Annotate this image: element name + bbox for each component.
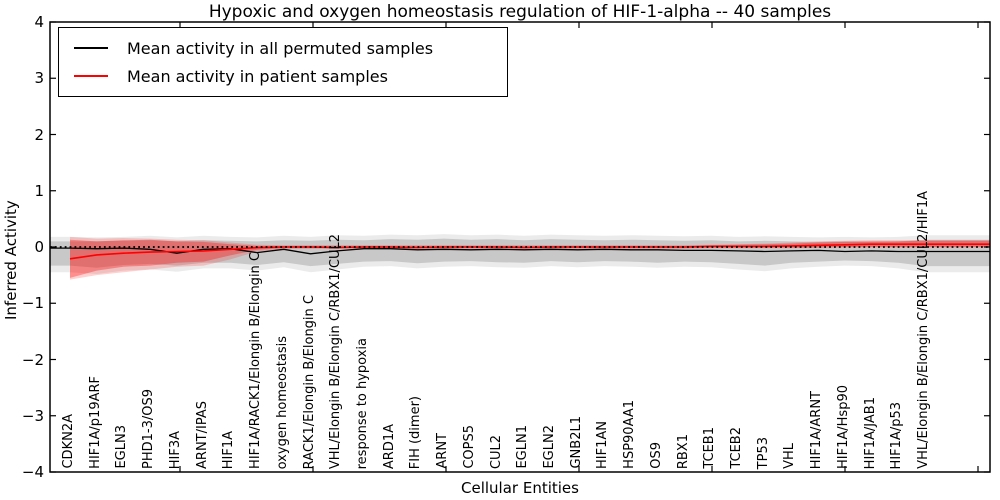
x-category-label: ARNT: [435, 433, 451, 469]
legend-line-sample-red: [74, 75, 108, 77]
x-category-label: HIF1A/ARNT: [809, 390, 825, 469]
x-category-label: EGLN2: [542, 425, 557, 469]
y-tick-label: 4: [34, 13, 44, 31]
x-category-label: OS9: [648, 442, 664, 469]
x-category-label: VHL/Elongin B/Elongin C/RBX1/CUL2: [328, 233, 344, 469]
y-tick-label: 2: [34, 125, 44, 144]
x-category-label: response to hypoxia: [354, 337, 370, 469]
x-category-label: HIF1A: [221, 430, 237, 469]
x-category-label: HSP90AA1: [622, 400, 638, 469]
x-category-label: HIF3A: [167, 430, 183, 469]
chart-title: Hypoxic and oxygen homeostasis regulatio…: [208, 2, 832, 22]
confidence-band: [50, 234, 990, 274]
x-category-label: RACK1/Elongin B/Elongin C: [301, 294, 317, 469]
x-category-label: EGLN3: [114, 425, 130, 469]
x-category-label: PHD1-3/OS9: [141, 389, 157, 469]
y-tick-label: −4: [21, 463, 44, 481]
legend-entry-patient: Mean activity in patient samples: [59, 67, 507, 86]
y-tick-label: −1: [21, 294, 44, 313]
y-tick-label: −2: [21, 350, 44, 369]
x-category-label: VHL: [782, 443, 798, 469]
x-category-label: ARNT/IPAS: [194, 401, 210, 469]
x-category-label: HIF1A/Hsp90: [835, 385, 851, 469]
x-category-label: HIF1A/p19ARF: [87, 376, 103, 469]
x-category-label: oxygen homeostasis: [274, 335, 290, 469]
x-category-label: HIF1A/RACK1/Elongin B/Elongin C: [248, 252, 263, 469]
x-category-label: COPS5: [461, 425, 477, 469]
y-tick-label: 3: [34, 69, 44, 88]
y-tick-label: 0: [34, 238, 44, 256]
x-category-label: EGLN1: [515, 425, 531, 469]
x-category-label: CUL2: [488, 434, 504, 469]
y-tick-label: −3: [21, 406, 44, 425]
x-axis-label: Cellular Entities: [461, 479, 579, 497]
x-category-label: CDKN2A: [61, 414, 76, 469]
x-category-label: HIF1A/p53: [889, 401, 905, 469]
legend-label-patient: Mean activity in patient samples: [127, 66, 388, 86]
legend-entry-permuted: Mean activity in all permuted samples: [59, 39, 507, 58]
legend-line-sample-black: [74, 47, 108, 49]
x-category-label: FIH (dimer): [408, 395, 424, 469]
x-category-label: VHL/Elongin B/Elongin C/RBX1/CUL2/HIF1A: [916, 191, 931, 469]
x-category-label: TP53: [755, 436, 771, 469]
x-category-label: TCEB1: [702, 427, 718, 469]
x-category-label: GNB2L1: [568, 416, 584, 469]
y-tick-label: 1: [34, 181, 44, 200]
legend: Mean activity in all permuted samples Me…: [58, 27, 508, 97]
x-category-label: RBX1: [675, 433, 691, 469]
legend-label-permuted: Mean activity in all permuted samples: [127, 38, 434, 58]
y-axis-label: Inferred Activity: [2, 200, 20, 320]
x-category-label: ARD1A: [381, 423, 397, 469]
x-category-label: HIF1AN: [595, 421, 611, 469]
x-category-label: TCEB2: [729, 427, 744, 469]
x-category-label: HIF1A/JAB1: [862, 396, 878, 469]
